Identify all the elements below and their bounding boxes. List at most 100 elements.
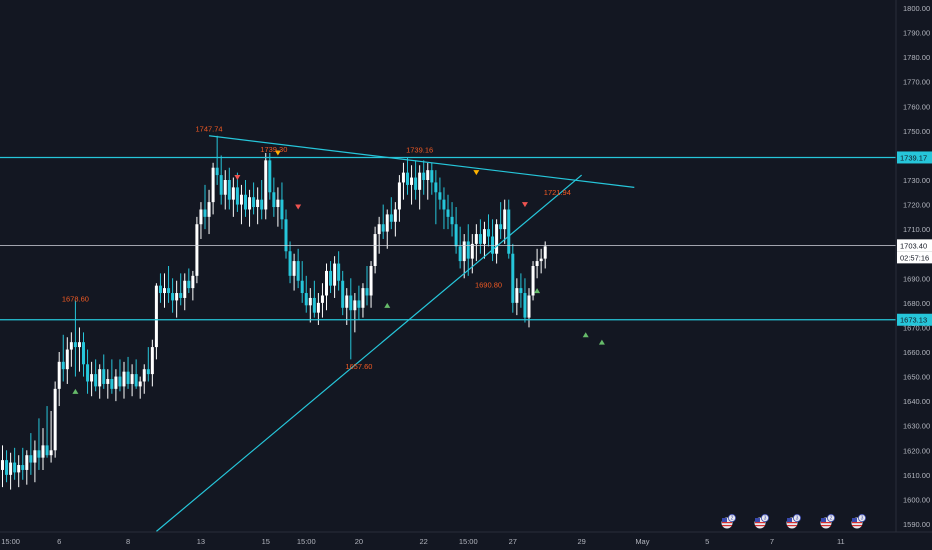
candle-body [1, 460, 4, 470]
candle [438, 177, 442, 210]
candle-body [329, 270, 333, 286]
candle [256, 187, 260, 225]
candle [138, 376, 142, 399]
candle [57, 352, 61, 407]
candle [523, 278, 527, 323]
up-arrow-marker [534, 288, 541, 294]
candle [272, 177, 276, 217]
time-tick-label: 15:00 [297, 537, 316, 546]
candle-body [426, 170, 430, 180]
candle [102, 354, 106, 389]
candle-body [183, 280, 187, 298]
candle-body [527, 295, 531, 318]
event-icon-us-2[interactable]: 3 [753, 514, 770, 530]
descending-trendline[interactable] [208, 135, 635, 188]
candle-body [158, 285, 162, 294]
candle-body [126, 371, 130, 384]
resistance-tag [897, 151, 932, 164]
price-tick-label: 1590.00 [903, 520, 930, 529]
candle-body [69, 342, 73, 350]
resistance-label: 1739.17 [900, 153, 927, 162]
candle-body [102, 369, 106, 384]
candle-body [341, 280, 345, 308]
time-tick-label: 22 [420, 537, 428, 546]
price-annotation: 1657.60 [345, 362, 372, 371]
candle-body [9, 462, 13, 475]
candle [268, 152, 272, 200]
economic-events[interactable]: 2 3 3 2 3 [720, 514, 867, 530]
candle-body [325, 270, 328, 296]
down-arrow-marker [234, 175, 241, 181]
time-axis[interactable]: 15:00 6 8 13 15 15:00 20 22 15:00 27 29 May 5 7 11 [0, 531, 932, 546]
price-axis[interactable]: 1590.00 1600.00 1610.00 1620.00 1630.00 1640.… [895, 0, 932, 532]
candle [381, 204, 385, 239]
event-count-badge [858, 514, 867, 523]
candle-body [503, 209, 507, 230]
candle [114, 369, 118, 402]
candle-body [515, 288, 519, 303]
down-arrow-marker [473, 170, 480, 176]
candle-body [312, 297, 316, 313]
price-tick-label: 1790.00 [903, 29, 930, 38]
candle-body [280, 199, 284, 220]
candle-body [21, 465, 25, 470]
support-label: 1673.13 [900, 316, 927, 325]
plot-area[interactable]: 1747.74 1739.30 1678.60 1657.60 1739.16 1690.… [0, 124, 896, 532]
event-count-badge [761, 514, 770, 523]
candle-body [333, 263, 337, 286]
price-tick-label: 1690.00 [903, 274, 930, 283]
candle [219, 155, 223, 205]
candle-body [470, 243, 474, 259]
flag-canton [787, 518, 792, 522]
candle [264, 152, 268, 220]
candle [130, 364, 134, 397]
candle [239, 184, 243, 225]
candle [406, 157, 409, 195]
candle-body [167, 288, 171, 294]
candle [410, 165, 414, 205]
event-icon-us-5[interactable]: 3 [850, 514, 867, 530]
candle-body [385, 214, 389, 232]
time-tick-label: 20 [355, 537, 363, 546]
event-icon-us-4[interactable]: 2 [819, 514, 836, 530]
candle-body [5, 460, 9, 475]
candle [25, 450, 29, 485]
candle-body [163, 288, 166, 294]
candle [288, 241, 292, 284]
ascending-trendline[interactable] [156, 174, 583, 532]
candle-body [45, 445, 49, 456]
candle [345, 288, 349, 325]
candle [442, 187, 446, 230]
candle-body [495, 224, 499, 254]
time-tick-label: 15 [262, 537, 270, 546]
price-tick-label: 1680.00 [903, 299, 930, 308]
candle-body [377, 224, 381, 235]
flag-stripe [852, 525, 862, 527]
up-arrow-marker [582, 332, 589, 338]
candle-body [393, 209, 397, 222]
event-icon-us-1[interactable]: 2 [720, 514, 737, 530]
candle-body [397, 182, 401, 210]
candle-body [434, 182, 438, 193]
event-icon-us-3[interactable]: 3 [785, 514, 802, 530]
flag-stripe [821, 525, 831, 527]
candle-body [110, 379, 114, 389]
candle-body [454, 224, 458, 247]
candle-body [365, 288, 369, 296]
candle-body [37, 450, 41, 458]
candle [458, 226, 462, 269]
candle-body [118, 376, 122, 387]
candle-body [134, 374, 138, 387]
candle [296, 248, 300, 289]
candle [393, 202, 397, 237]
candle [33, 440, 37, 483]
candle-body [227, 180, 231, 200]
candle-body [215, 167, 219, 176]
candle [86, 349, 90, 394]
candle [284, 209, 288, 259]
candle [215, 135, 219, 185]
candle [543, 241, 547, 269]
candle-body [175, 293, 179, 301]
candle [430, 162, 434, 195]
